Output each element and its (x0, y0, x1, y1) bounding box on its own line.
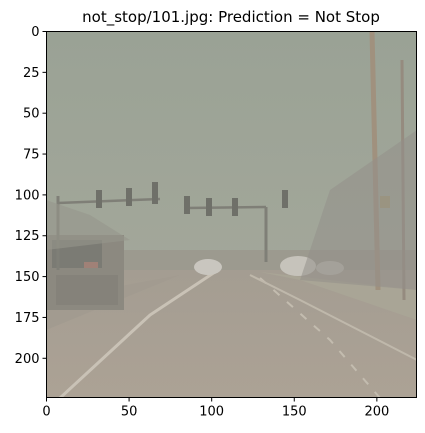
y-tick-label: 25 (23, 66, 40, 81)
axes-frame (46, 31, 417, 398)
x-tick-label: 100 (199, 405, 224, 420)
y-tick-label: 125 (15, 229, 40, 244)
y-tick-label: 175 (15, 311, 40, 326)
y-tick-label: 150 (15, 270, 40, 285)
x-tick-label: 50 (121, 405, 138, 420)
y-tick-label: 50 (23, 107, 40, 122)
y-axis: 0 25 50 75 100 125 150 175 200 (15, 25, 47, 367)
y-tick-label: 100 (15, 188, 40, 203)
photo-image (46, 31, 417, 398)
y-tick-label: 0 (31, 25, 39, 40)
x-axis: 0 50 100 150 200 (42, 397, 389, 420)
y-tick-label: 200 (15, 352, 40, 367)
x-tick-label: 200 (364, 405, 389, 420)
y-tick-label: 75 (23, 148, 40, 163)
x-tick-label: 0 (42, 405, 50, 420)
x-tick-label: 150 (282, 405, 307, 420)
figure-title: not_stop/101.jpg: Prediction = Not Stop (82, 8, 380, 27)
